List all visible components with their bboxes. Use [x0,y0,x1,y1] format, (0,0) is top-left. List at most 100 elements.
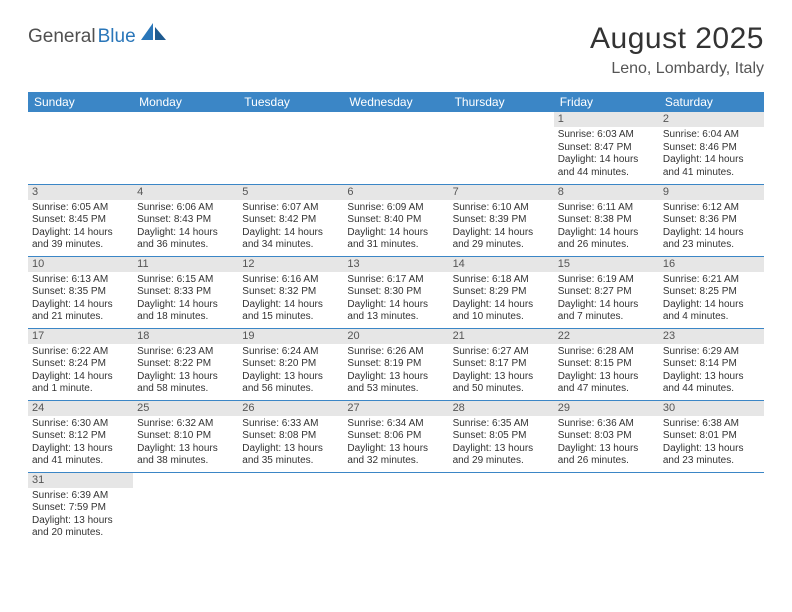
sunset-text: Sunset: 7:59 PM [32,502,129,515]
day-details: Sunrise: 6:21 AMSunset: 8:25 PMDaylight:… [659,272,764,328]
day-number: 8 [554,185,659,200]
calendar-cell: 8Sunrise: 6:11 AMSunset: 8:38 PMDaylight… [554,184,659,256]
day-details: Sunrise: 6:24 AMSunset: 8:20 PMDaylight:… [238,344,343,400]
daylight-text: Daylight: 13 hours and 35 minutes. [242,443,339,468]
daylight-text: Daylight: 13 hours and 38 minutes. [137,443,234,468]
calendar-cell: 7Sunrise: 6:10 AMSunset: 8:39 PMDaylight… [449,184,554,256]
day-number: 19 [238,329,343,344]
day-details: Sunrise: 6:30 AMSunset: 8:12 PMDaylight:… [28,416,133,472]
sunrise-text: Sunrise: 6:30 AM [32,418,129,431]
day-details: Sunrise: 6:36 AMSunset: 8:03 PMDaylight:… [554,416,659,472]
calendar-cell: 3Sunrise: 6:05 AMSunset: 8:45 PMDaylight… [28,184,133,256]
daylight-text: Daylight: 14 hours and 39 minutes. [32,227,129,252]
calendar-cell [343,472,448,544]
day-header: Saturday [659,92,764,112]
day-number: 23 [659,329,764,344]
daylight-text: Daylight: 14 hours and 44 minutes. [558,154,655,179]
sunrise-text: Sunrise: 6:39 AM [32,490,129,503]
day-number: 20 [343,329,448,344]
sunset-text: Sunset: 8:24 PM [32,358,129,371]
calendar-cell: 13Sunrise: 6:17 AMSunset: 8:30 PMDayligh… [343,256,448,328]
daylight-text: Daylight: 13 hours and 53 minutes. [347,371,444,396]
calendar-cell [449,472,554,544]
page-title: August 2025 [590,22,764,56]
day-details: Sunrise: 6:26 AMSunset: 8:19 PMDaylight:… [343,344,448,400]
sunrise-text: Sunrise: 6:06 AM [137,202,234,215]
sunset-text: Sunset: 8:27 PM [558,286,655,299]
day-details: Sunrise: 6:15 AMSunset: 8:33 PMDaylight:… [133,272,238,328]
sunset-text: Sunset: 8:19 PM [347,358,444,371]
daylight-text: Daylight: 14 hours and 21 minutes. [32,299,129,324]
day-number: 30 [659,401,764,416]
sunrise-text: Sunrise: 6:32 AM [137,418,234,431]
day-details: Sunrise: 6:23 AMSunset: 8:22 PMDaylight:… [133,344,238,400]
calendar-cell: 21Sunrise: 6:27 AMSunset: 8:17 PMDayligh… [449,328,554,400]
header: GeneralBlue August 2025 Leno, Lombardy, … [28,22,764,78]
sunrise-text: Sunrise: 6:15 AM [137,274,234,287]
calendar-cell: 10Sunrise: 6:13 AMSunset: 8:35 PMDayligh… [28,256,133,328]
day-number: 16 [659,257,764,272]
daylight-text: Daylight: 13 hours and 56 minutes. [242,371,339,396]
daylight-text: Daylight: 14 hours and 41 minutes. [663,154,760,179]
daylight-text: Daylight: 13 hours and 41 minutes. [32,443,129,468]
sunrise-text: Sunrise: 6:22 AM [32,346,129,359]
sunset-text: Sunset: 8:20 PM [242,358,339,371]
calendar-cell: 23Sunrise: 6:29 AMSunset: 8:14 PMDayligh… [659,328,764,400]
logo-text-2: Blue [98,26,136,48]
sunrise-text: Sunrise: 6:13 AM [32,274,129,287]
sunset-text: Sunset: 8:22 PM [137,358,234,371]
daylight-text: Daylight: 14 hours and 26 minutes. [558,227,655,252]
calendar-cell: 27Sunrise: 6:34 AMSunset: 8:06 PMDayligh… [343,400,448,472]
sunset-text: Sunset: 8:29 PM [453,286,550,299]
day-number: 31 [28,473,133,488]
location-label: Leno, Lombardy, Italy [590,60,764,78]
day-number: 28 [449,401,554,416]
day-details: Sunrise: 6:03 AMSunset: 8:47 PMDaylight:… [554,127,659,183]
day-number: 9 [659,185,764,200]
day-details: Sunrise: 6:18 AMSunset: 8:29 PMDaylight:… [449,272,554,328]
calendar-cell: 28Sunrise: 6:35 AMSunset: 8:05 PMDayligh… [449,400,554,472]
day-number: 1 [554,112,659,127]
calendar-row: 24Sunrise: 6:30 AMSunset: 8:12 PMDayligh… [28,400,764,472]
sunrise-text: Sunrise: 6:28 AM [558,346,655,359]
sunset-text: Sunset: 8:39 PM [453,214,550,227]
day-details: Sunrise: 6:17 AMSunset: 8:30 PMDaylight:… [343,272,448,328]
calendar-table: Sunday Monday Tuesday Wednesday Thursday… [28,92,764,544]
calendar-cell [238,472,343,544]
daylight-text: Daylight: 14 hours and 13 minutes. [347,299,444,324]
calendar-cell [449,112,554,184]
daylight-text: Daylight: 14 hours and 10 minutes. [453,299,550,324]
day-number: 15 [554,257,659,272]
sunset-text: Sunset: 8:30 PM [347,286,444,299]
calendar-cell [238,112,343,184]
calendar-cell: 24Sunrise: 6:30 AMSunset: 8:12 PMDayligh… [28,400,133,472]
calendar-cell [554,472,659,544]
sunset-text: Sunset: 8:35 PM [32,286,129,299]
day-number: 18 [133,329,238,344]
calendar-cell: 29Sunrise: 6:36 AMSunset: 8:03 PMDayligh… [554,400,659,472]
daylight-text: Daylight: 13 hours and 32 minutes. [347,443,444,468]
sunrise-text: Sunrise: 6:34 AM [347,418,444,431]
daylight-text: Daylight: 14 hours and 29 minutes. [453,227,550,252]
day-details: Sunrise: 6:10 AMSunset: 8:39 PMDaylight:… [449,200,554,256]
calendar-cell: 25Sunrise: 6:32 AMSunset: 8:10 PMDayligh… [133,400,238,472]
sunrise-text: Sunrise: 6:10 AM [453,202,550,215]
day-details: Sunrise: 6:29 AMSunset: 8:14 PMDaylight:… [659,344,764,400]
logo: GeneralBlue [28,26,167,48]
sunrise-text: Sunrise: 6:18 AM [453,274,550,287]
daylight-text: Daylight: 14 hours and 4 minutes. [663,299,760,324]
sunrise-text: Sunrise: 6:04 AM [663,129,760,142]
day-details: Sunrise: 6:38 AMSunset: 8:01 PMDaylight:… [659,416,764,472]
calendar-cell [133,472,238,544]
day-details: Sunrise: 6:07 AMSunset: 8:42 PMDaylight:… [238,200,343,256]
calendar-cell: 14Sunrise: 6:18 AMSunset: 8:29 PMDayligh… [449,256,554,328]
day-number: 6 [343,185,448,200]
sunrise-text: Sunrise: 6:21 AM [663,274,760,287]
sunset-text: Sunset: 8:43 PM [137,214,234,227]
sunrise-text: Sunrise: 6:16 AM [242,274,339,287]
sunrise-text: Sunrise: 6:03 AM [558,129,655,142]
daylight-text: Daylight: 14 hours and 36 minutes. [137,227,234,252]
day-number: 21 [449,329,554,344]
day-number: 26 [238,401,343,416]
day-number: 13 [343,257,448,272]
